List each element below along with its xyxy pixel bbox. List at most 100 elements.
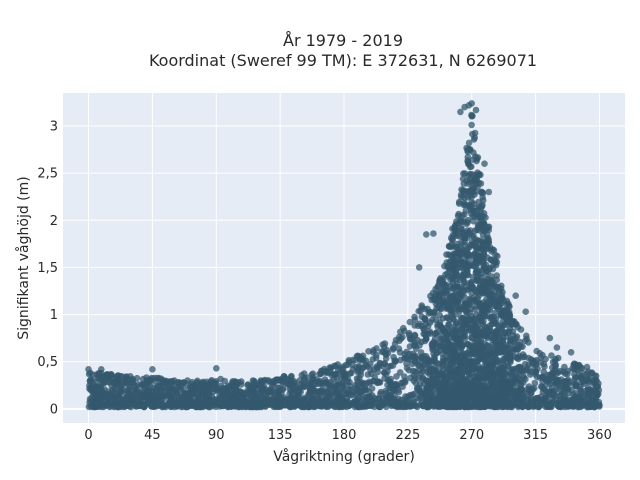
- data-point: [525, 383, 533, 390]
- data-point: [362, 361, 370, 369]
- data-point: [576, 383, 584, 391]
- data-point: [584, 373, 591, 381]
- data-point: [230, 396, 238, 404]
- data-point: [472, 268, 480, 276]
- data-point: [450, 266, 457, 274]
- data-point: [259, 400, 266, 408]
- data-point: [444, 303, 452, 310]
- data-point: [463, 402, 470, 409]
- data-point: [511, 345, 518, 353]
- x-tick-labels: 0 45 90 135 180 225 270 315 360: [84, 428, 611, 443]
- data-point: [355, 362, 363, 370]
- data-point: [515, 355, 522, 363]
- data-point: [390, 353, 397, 361]
- data-point: [288, 372, 295, 380]
- data-point: [454, 240, 462, 248]
- data-point: [411, 322, 419, 329]
- data-point: [531, 384, 538, 392]
- data-point: [415, 264, 423, 271]
- data-point: [489, 398, 496, 405]
- data-point: [476, 220, 483, 228]
- data-point: [482, 401, 490, 409]
- data-point: [446, 361, 454, 369]
- data-point: [505, 345, 512, 353]
- data-point: [464, 147, 471, 154]
- data-point: [462, 282, 470, 290]
- data-point: [517, 326, 525, 333]
- data-point: [479, 320, 487, 328]
- data-point: [492, 283, 500, 291]
- data-point: [158, 392, 166, 400]
- data-point: [448, 352, 456, 360]
- data-point: [494, 322, 502, 329]
- data-point: [399, 402, 407, 410]
- data-point: [245, 388, 253, 395]
- data-point: [523, 332, 530, 340]
- data-point: [455, 286, 462, 293]
- data-point: [224, 382, 232, 390]
- data-point: [409, 399, 417, 407]
- data-point: [516, 338, 524, 346]
- data-point: [126, 396, 133, 403]
- data-point: [541, 395, 549, 402]
- data-point: [457, 351, 465, 359]
- data-point: [474, 169, 481, 176]
- data-point: [411, 313, 418, 321]
- data-point: [431, 330, 439, 338]
- data-point: [484, 352, 492, 359]
- data-point: [349, 366, 357, 373]
- y-tick-labels: 0 0,5 1 1,5 2 2,5 3: [37, 120, 58, 418]
- data-point: [180, 379, 188, 386]
- data-point: [279, 385, 287, 392]
- data-point: [487, 388, 495, 396]
- data-point: [489, 334, 497, 342]
- data-point: [525, 354, 532, 362]
- data-point: [465, 202, 472, 209]
- x-tick-label: 45: [144, 428, 161, 443]
- data-point: [488, 379, 495, 387]
- data-point: [468, 100, 476, 107]
- data-point: [483, 299, 490, 307]
- data-point: [442, 379, 449, 386]
- data-point: [473, 369, 480, 376]
- data-point: [546, 334, 554, 342]
- data-point: [417, 349, 425, 356]
- data-point: [378, 348, 386, 356]
- data-point: [460, 218, 468, 225]
- data-point: [414, 368, 422, 375]
- data-point: [309, 376, 317, 384]
- data-point: [442, 324, 450, 332]
- data-point: [470, 240, 478, 247]
- data-point: [508, 401, 516, 409]
- data-point: [534, 402, 541, 410]
- data-point: [285, 398, 292, 406]
- data-point: [525, 361, 532, 369]
- data-point: [480, 374, 487, 382]
- data-point: [250, 402, 258, 410]
- data-point: [181, 390, 188, 398]
- data-point: [569, 396, 577, 403]
- data-point: [465, 139, 473, 147]
- data-point: [539, 374, 546, 381]
- data-point: [474, 357, 482, 365]
- data-point: [381, 340, 389, 347]
- data-point: [447, 292, 454, 300]
- data-point: [488, 248, 495, 255]
- data-point: [384, 376, 392, 384]
- data-point: [571, 370, 578, 378]
- data-point: [382, 355, 390, 362]
- data-point: [287, 387, 295, 395]
- data-point: [561, 363, 568, 371]
- data-point: [95, 389, 103, 396]
- data-point: [195, 395, 203, 402]
- data-point: [205, 402, 213, 410]
- data-point: [470, 200, 477, 207]
- data-point: [477, 214, 485, 222]
- data-point: [87, 384, 95, 392]
- data-point: [549, 371, 557, 378]
- data-point: [374, 379, 381, 387]
- data-point: [211, 379, 218, 387]
- chart-title-line2: Koordinat (Sweref 99 TM): E 372631, N 62…: [149, 51, 537, 70]
- data-point: [221, 388, 228, 395]
